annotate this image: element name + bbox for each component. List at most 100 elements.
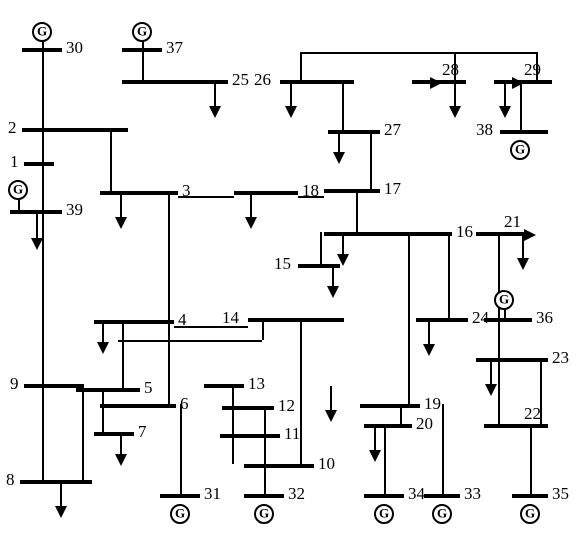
load-line-16 <box>342 234 344 256</box>
bus-label-5: 5 <box>144 378 153 398</box>
bus-label-37: 37 <box>166 38 183 58</box>
load-line-8 <box>60 482 62 508</box>
branch-v <box>320 232 322 264</box>
bus-13 <box>204 384 244 388</box>
bus-label-15: 15 <box>274 254 291 274</box>
bus-label-33: 33 <box>464 484 481 504</box>
bus-9 <box>24 384 84 388</box>
load-arrow-15 <box>327 286 339 298</box>
branch-v <box>342 80 344 130</box>
bus-20 <box>364 424 412 428</box>
load-arrow-16 <box>337 254 349 266</box>
load-arrow-24 <box>423 344 435 356</box>
bus-label-36: 36 <box>536 308 553 328</box>
branch-v <box>498 232 500 424</box>
load-line-39 <box>36 212 38 240</box>
bus-35 <box>512 494 548 498</box>
bus-18 <box>234 191 298 195</box>
bus-8 <box>20 480 92 484</box>
bus-label-12: 12 <box>278 396 295 416</box>
bus-label-27: 27 <box>384 120 401 140</box>
branch-v <box>536 52 538 80</box>
bus-2 <box>22 128 128 132</box>
branch-v <box>168 191 170 404</box>
branch-v <box>400 404 402 424</box>
conn-arrow <box>430 77 442 89</box>
bus-label-31: 31 <box>204 484 221 504</box>
load-line-18 <box>250 193 252 219</box>
bus-15 <box>298 264 340 268</box>
generator-30 <box>32 22 52 42</box>
branch-v <box>180 404 182 494</box>
bus-7 <box>94 432 134 436</box>
branch-v <box>408 232 410 404</box>
branch-h <box>178 196 234 198</box>
bus-36 <box>484 318 532 322</box>
load-arrow-3 <box>115 217 127 229</box>
bus-22 <box>484 424 548 428</box>
generator-37 <box>132 22 152 42</box>
bus-12 <box>222 406 274 410</box>
branch-v <box>300 52 302 80</box>
load-arrow-8 <box>55 506 67 518</box>
bus-32 <box>244 494 284 498</box>
bus-23 <box>476 358 548 362</box>
bus-19 <box>360 404 420 408</box>
bus-label-38: 38 <box>476 120 493 140</box>
branch-v <box>540 358 542 424</box>
branch-v <box>262 318 264 340</box>
bus-10 <box>244 464 314 468</box>
load-arrow-7 <box>115 454 127 466</box>
bus-label-8: 8 <box>6 470 15 490</box>
bus-label-17: 17 <box>384 179 401 199</box>
bus-27 <box>328 130 380 134</box>
bus-label-10: 10 <box>318 454 335 474</box>
load-arrow-4 <box>97 342 109 354</box>
generator-39 <box>8 180 28 200</box>
load-line-28 <box>454 82 456 108</box>
branch-v <box>264 406 266 494</box>
branch-v <box>42 48 44 480</box>
load-line-4 <box>102 322 104 344</box>
bus-label-1: 1 <box>10 152 19 172</box>
load-line-24 <box>428 320 430 346</box>
bus-label-19: 19 <box>424 394 441 414</box>
load-arrow-14 <box>325 410 337 422</box>
bus-24 <box>416 318 468 322</box>
branch-v <box>454 52 456 80</box>
branch-v <box>384 424 386 494</box>
load-arrow-29 <box>499 106 511 118</box>
bus-5 <box>76 388 140 392</box>
bus-label-7: 7 <box>138 422 147 442</box>
bus-label-11: 11 <box>284 424 300 444</box>
branch-v <box>102 388 104 432</box>
bus-17 <box>324 189 380 193</box>
load-arrow-18 <box>245 217 257 229</box>
generator-32 <box>254 504 274 524</box>
bus-label-18: 18 <box>302 181 319 201</box>
branch-h <box>298 196 324 198</box>
load-arrow-39 <box>31 238 43 250</box>
bus-38 <box>500 130 548 134</box>
load-line-20 <box>374 426 376 452</box>
load-arrow-27 <box>333 152 345 164</box>
load-line-27 <box>338 132 340 154</box>
load-arrow-26 <box>285 106 297 118</box>
branch-v <box>300 318 302 464</box>
bus-label-28: 28 <box>442 60 459 80</box>
branch-h <box>174 326 248 328</box>
branch-v <box>82 384 84 480</box>
bus-label-26: 26 <box>254 70 271 90</box>
bus-label-23: 23 <box>552 348 569 368</box>
bus-label-20: 20 <box>416 414 433 434</box>
bus-diagram: 1234567891011121314151617181920212223242… <box>0 0 578 547</box>
bus-11 <box>220 434 280 438</box>
branch-v <box>442 404 444 494</box>
branch-v <box>232 384 234 464</box>
load-line-3 <box>120 193 122 219</box>
load-line-23 <box>490 360 492 386</box>
branch-v <box>448 232 450 318</box>
branch-v <box>530 424 532 494</box>
load-line-25 <box>214 82 216 108</box>
conn-arrow <box>524 229 536 241</box>
